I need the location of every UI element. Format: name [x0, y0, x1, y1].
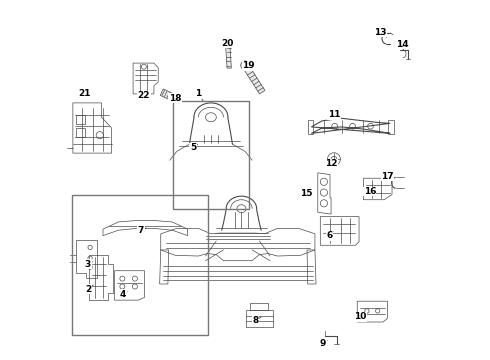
Text: 13: 13	[374, 28, 387, 37]
Bar	[389, 121, 394, 134]
Text: 20: 20	[221, 39, 234, 48]
Text: 6: 6	[326, 231, 333, 240]
Text: 4: 4	[120, 289, 127, 298]
Text: 14: 14	[396, 40, 408, 50]
Text: 1: 1	[195, 89, 203, 101]
Bar	[250, 303, 269, 310]
Circle shape	[241, 61, 249, 69]
Text: 9: 9	[320, 339, 327, 348]
Bar	[76, 116, 85, 125]
Text: 15: 15	[300, 189, 313, 198]
Text: 18: 18	[169, 94, 181, 103]
Text: 8: 8	[253, 316, 261, 325]
Text: 12: 12	[325, 159, 337, 168]
Text: 3: 3	[85, 260, 93, 269]
Text: 2: 2	[85, 285, 93, 294]
Text: 16: 16	[364, 187, 376, 196]
Bar	[173, 101, 248, 209]
Polygon shape	[242, 63, 265, 94]
Text: 5: 5	[190, 143, 197, 152]
Text: 7: 7	[138, 226, 146, 235]
Text: 22: 22	[138, 91, 150, 100]
Bar	[72, 195, 208, 335]
Bar	[76, 128, 85, 137]
Text: 19: 19	[242, 62, 255, 71]
Polygon shape	[160, 89, 178, 103]
Bar	[245, 310, 273, 327]
Text: 17: 17	[381, 172, 394, 181]
Text: 11: 11	[328, 110, 340, 120]
Polygon shape	[225, 45, 231, 68]
Text: 10: 10	[354, 312, 367, 321]
Bar	[308, 121, 313, 134]
Text: 21: 21	[78, 89, 91, 98]
